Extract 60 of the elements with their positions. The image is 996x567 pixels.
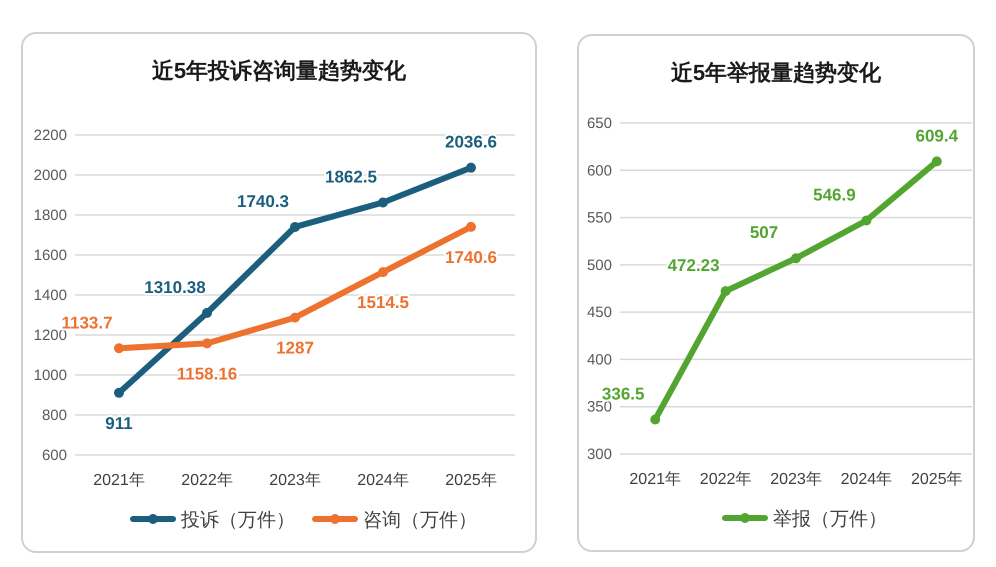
point [290, 312, 300, 323]
y-tick-label: 650 [586, 115, 612, 132]
point [466, 222, 476, 232]
y-tick-label: 550 [586, 210, 612, 227]
y-tick-label: 1600 [34, 247, 67, 264]
data-label: 1862.5 [325, 168, 377, 186]
point [378, 267, 388, 278]
y-tick-label: 1000 [34, 367, 67, 384]
x-tick-label: 2024年 [840, 471, 892, 488]
point [791, 253, 801, 264]
data-label: 609.4 [916, 126, 959, 146]
data-label: 911 [105, 414, 133, 433]
chart-title: 近5年举报量趋势变化 [670, 60, 882, 85]
y-tick-label: 600 [586, 162, 612, 180]
point [290, 222, 300, 232]
y-tick-label: 450 [586, 304, 612, 322]
point [378, 198, 388, 208]
data-label: 1514.5 [357, 293, 409, 312]
y-tick-label: 2000 [34, 167, 67, 184]
chart-title: 近5年投诉咨询量趋势变化 [150, 58, 408, 83]
point [861, 216, 872, 226]
legend-label: 咨询（万件） [363, 510, 477, 531]
point [114, 343, 124, 354]
data-label: 2036.6 [445, 132, 497, 152]
point [202, 308, 212, 318]
data-label: 507 [750, 223, 778, 242]
x-tick-label: 2022年 [700, 471, 752, 488]
data-label: 1740.6 [445, 248, 497, 267]
data-label: 1740.3 [237, 192, 289, 211]
x-tick-label: 2022年 [181, 472, 233, 489]
x-tick-label: 2025年 [911, 471, 963, 488]
x-tick-label: 2021年 [629, 471, 681, 488]
point [114, 388, 124, 398]
y-tick-label: 2200 [34, 127, 67, 144]
x-tick-label: 2023年 [269, 472, 321, 489]
y-tick-label: 500 [586, 256, 612, 274]
legend-label: 投诉（万件） [180, 510, 295, 531]
legend-label: 举报（万件） [773, 508, 887, 530]
point [650, 414, 660, 424]
y-tick-label: 1800 [34, 207, 67, 224]
y-tick-label: 800 [42, 407, 67, 424]
x-tick-label: 2023年 [770, 471, 822, 488]
y-tick-label: 300 [586, 446, 612, 463]
point [202, 338, 212, 348]
x-tick-label: 2024年 [357, 472, 409, 489]
y-tick-label: 1400 [34, 287, 67, 304]
x-tick-label: 2021年 [93, 472, 145, 489]
y-tick-label: 1200 [34, 327, 67, 344]
x-tick-label: 2025年 [445, 472, 497, 489]
data-label: 1158.16 [176, 364, 238, 384]
data-label: 472.23 [668, 256, 720, 276]
y-tick-label: 600 [42, 447, 67, 464]
y-tick-label: 400 [586, 351, 612, 368]
point [466, 162, 476, 173]
data-label: 546.9 [813, 186, 856, 205]
point [720, 286, 731, 296]
data-label: 1287 [276, 338, 314, 358]
y-tick-label: 350 [586, 398, 612, 416]
point [932, 156, 942, 166]
data-label: 1310.38 [144, 278, 206, 297]
